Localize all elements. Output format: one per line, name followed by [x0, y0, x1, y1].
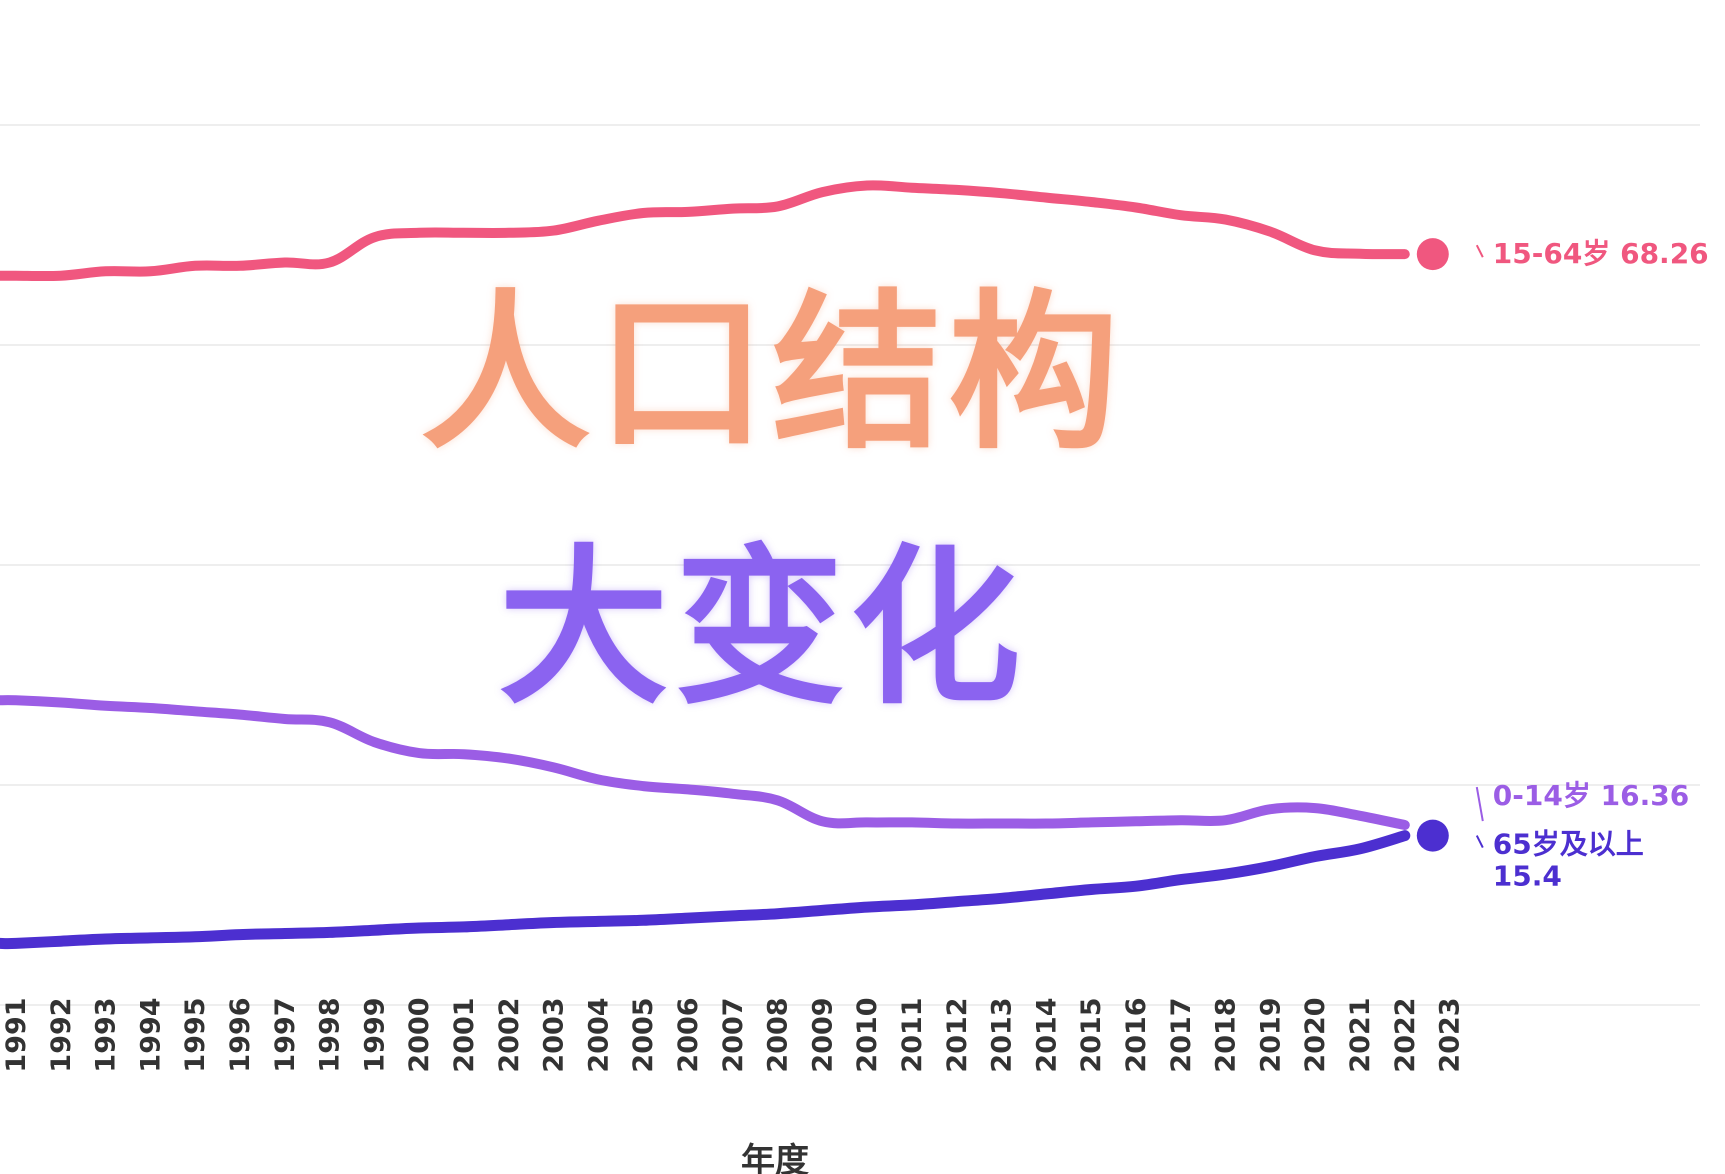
x-tick-label: 1991: [1, 997, 32, 1072]
x-tick-label: 1997: [270, 997, 301, 1072]
x-tick-label: 2007: [718, 997, 749, 1072]
end-label-1: 0-14岁 16.36: [1493, 779, 1689, 812]
end-label-connector-1: [1475, 786, 1484, 822]
x-tick-label: 2005: [628, 997, 659, 1072]
x-tick-label: 1998: [315, 997, 346, 1072]
series-lines: [0, 180, 1411, 950]
x-tick-label: 1999: [359, 997, 390, 1072]
x-tick-label: 2001: [449, 997, 480, 1072]
end-label-2: 65岁及以上: [1493, 828, 1644, 861]
gridlines: [0, 124, 1700, 1006]
x-tick-label: 2000: [404, 997, 435, 1072]
x-tick-label: 2016: [1121, 997, 1152, 1072]
x-tick-label: 2017: [1166, 997, 1197, 1072]
series-line-65-2: [0, 830, 1411, 950]
x-tick-label: 1994: [135, 997, 166, 1072]
x-axis-ticks: 1991 1992 1993 1994 1995 1996 1997 1998 1999 2000…: [1, 997, 1466, 1072]
end-label-connector-2: [1475, 835, 1484, 849]
x-tick-label: 2004: [583, 997, 614, 1072]
x-tick-label: 2008: [763, 997, 794, 1072]
x-tick-label: 1992: [46, 997, 77, 1072]
end-point-0: [1416, 238, 1449, 271]
series-line-0-14-1: [0, 695, 1410, 830]
x-tick-label: 2015: [1076, 997, 1107, 1072]
x-tick-label: 2022: [1390, 997, 1421, 1072]
end-label-0: 15-64岁 68.26: [1493, 237, 1709, 270]
x-tick-label: 2010: [852, 997, 883, 1072]
x-tick-label: 2021: [1345, 997, 1376, 1072]
x-tick-label: 2002: [494, 997, 525, 1072]
end-point-2: [1416, 819, 1449, 852]
x-tick-label: 1993: [91, 997, 122, 1072]
x-tick-label: 1996: [225, 997, 256, 1072]
overlay-title-line1: 人口结构: [420, 275, 1125, 473]
overlay-title-line2: 大变化: [498, 530, 1027, 728]
x-tick-label: 2011: [897, 997, 928, 1072]
x-tick-label: 2019: [1255, 997, 1286, 1072]
end-points: [1416, 238, 1449, 852]
end-value-label-2: 15.4: [1493, 860, 1562, 893]
x-tick-label: 2012: [942, 997, 973, 1072]
x-tick-label: 2006: [673, 997, 704, 1072]
x-tick-label: 2020: [1300, 997, 1331, 1072]
x-tick-label: 2014: [1031, 997, 1062, 1072]
end-label-connector-0: [1475, 244, 1484, 258]
x-tick-label: 2023: [1435, 997, 1466, 1072]
x-axis-title: 年度: [741, 1141, 809, 1174]
x-tick-label: 1995: [180, 997, 211, 1072]
x-tick-label: 2009: [807, 997, 838, 1072]
x-tick-label: 2013: [987, 997, 1018, 1072]
x-tick-label: 2018: [1211, 997, 1242, 1072]
series-line-15-64-0: [0, 180, 1410, 282]
x-tick-label: 2003: [539, 997, 570, 1072]
